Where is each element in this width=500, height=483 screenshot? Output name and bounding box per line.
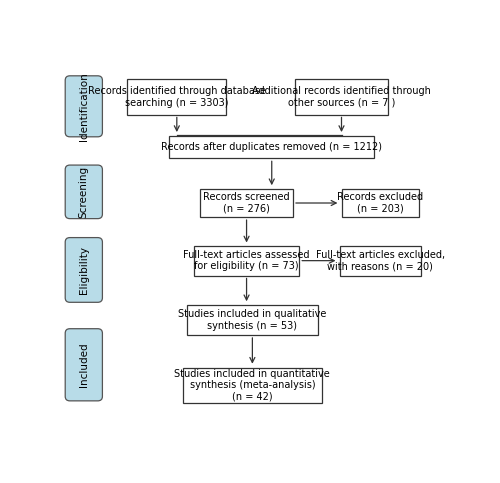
FancyBboxPatch shape: [200, 189, 293, 217]
Text: Included: Included: [79, 342, 89, 387]
FancyBboxPatch shape: [182, 368, 322, 403]
Text: Full-text articles excluded,
with reasons (n = 20): Full-text articles excluded, with reason…: [316, 250, 445, 271]
FancyBboxPatch shape: [128, 79, 226, 114]
Text: Records identified through database
searching (n = 3303): Records identified through database sear…: [88, 86, 266, 108]
Text: Records screened
(n = 276): Records screened (n = 276): [203, 192, 290, 214]
Text: Full-text articles assessed
for eligibility (n = 73): Full-text articles assessed for eligibil…: [184, 250, 310, 271]
FancyBboxPatch shape: [169, 136, 374, 158]
Text: Identification: Identification: [79, 72, 89, 141]
FancyBboxPatch shape: [65, 329, 102, 401]
Text: Screening: Screening: [79, 166, 89, 218]
FancyBboxPatch shape: [65, 76, 102, 137]
FancyBboxPatch shape: [340, 246, 421, 275]
Text: Eligibility: Eligibility: [79, 246, 89, 294]
Text: Studies included in qualitative
synthesis (n = 53): Studies included in qualitative synthesi…: [178, 309, 326, 331]
FancyBboxPatch shape: [186, 305, 318, 335]
FancyBboxPatch shape: [295, 79, 388, 114]
FancyBboxPatch shape: [65, 238, 102, 302]
Text: Records excluded
(n = 203): Records excluded (n = 203): [337, 192, 424, 214]
Text: Additional records identified through
other sources (n = 7 ): Additional records identified through ot…: [252, 86, 431, 108]
Text: Records after duplicates removed (n = 1212): Records after duplicates removed (n = 12…: [161, 142, 382, 152]
FancyBboxPatch shape: [194, 246, 299, 275]
FancyBboxPatch shape: [65, 165, 102, 219]
FancyBboxPatch shape: [342, 189, 419, 217]
Text: Studies included in quantitative
synthesis (meta-analysis)
(n = 42): Studies included in quantitative synthes…: [174, 369, 330, 402]
